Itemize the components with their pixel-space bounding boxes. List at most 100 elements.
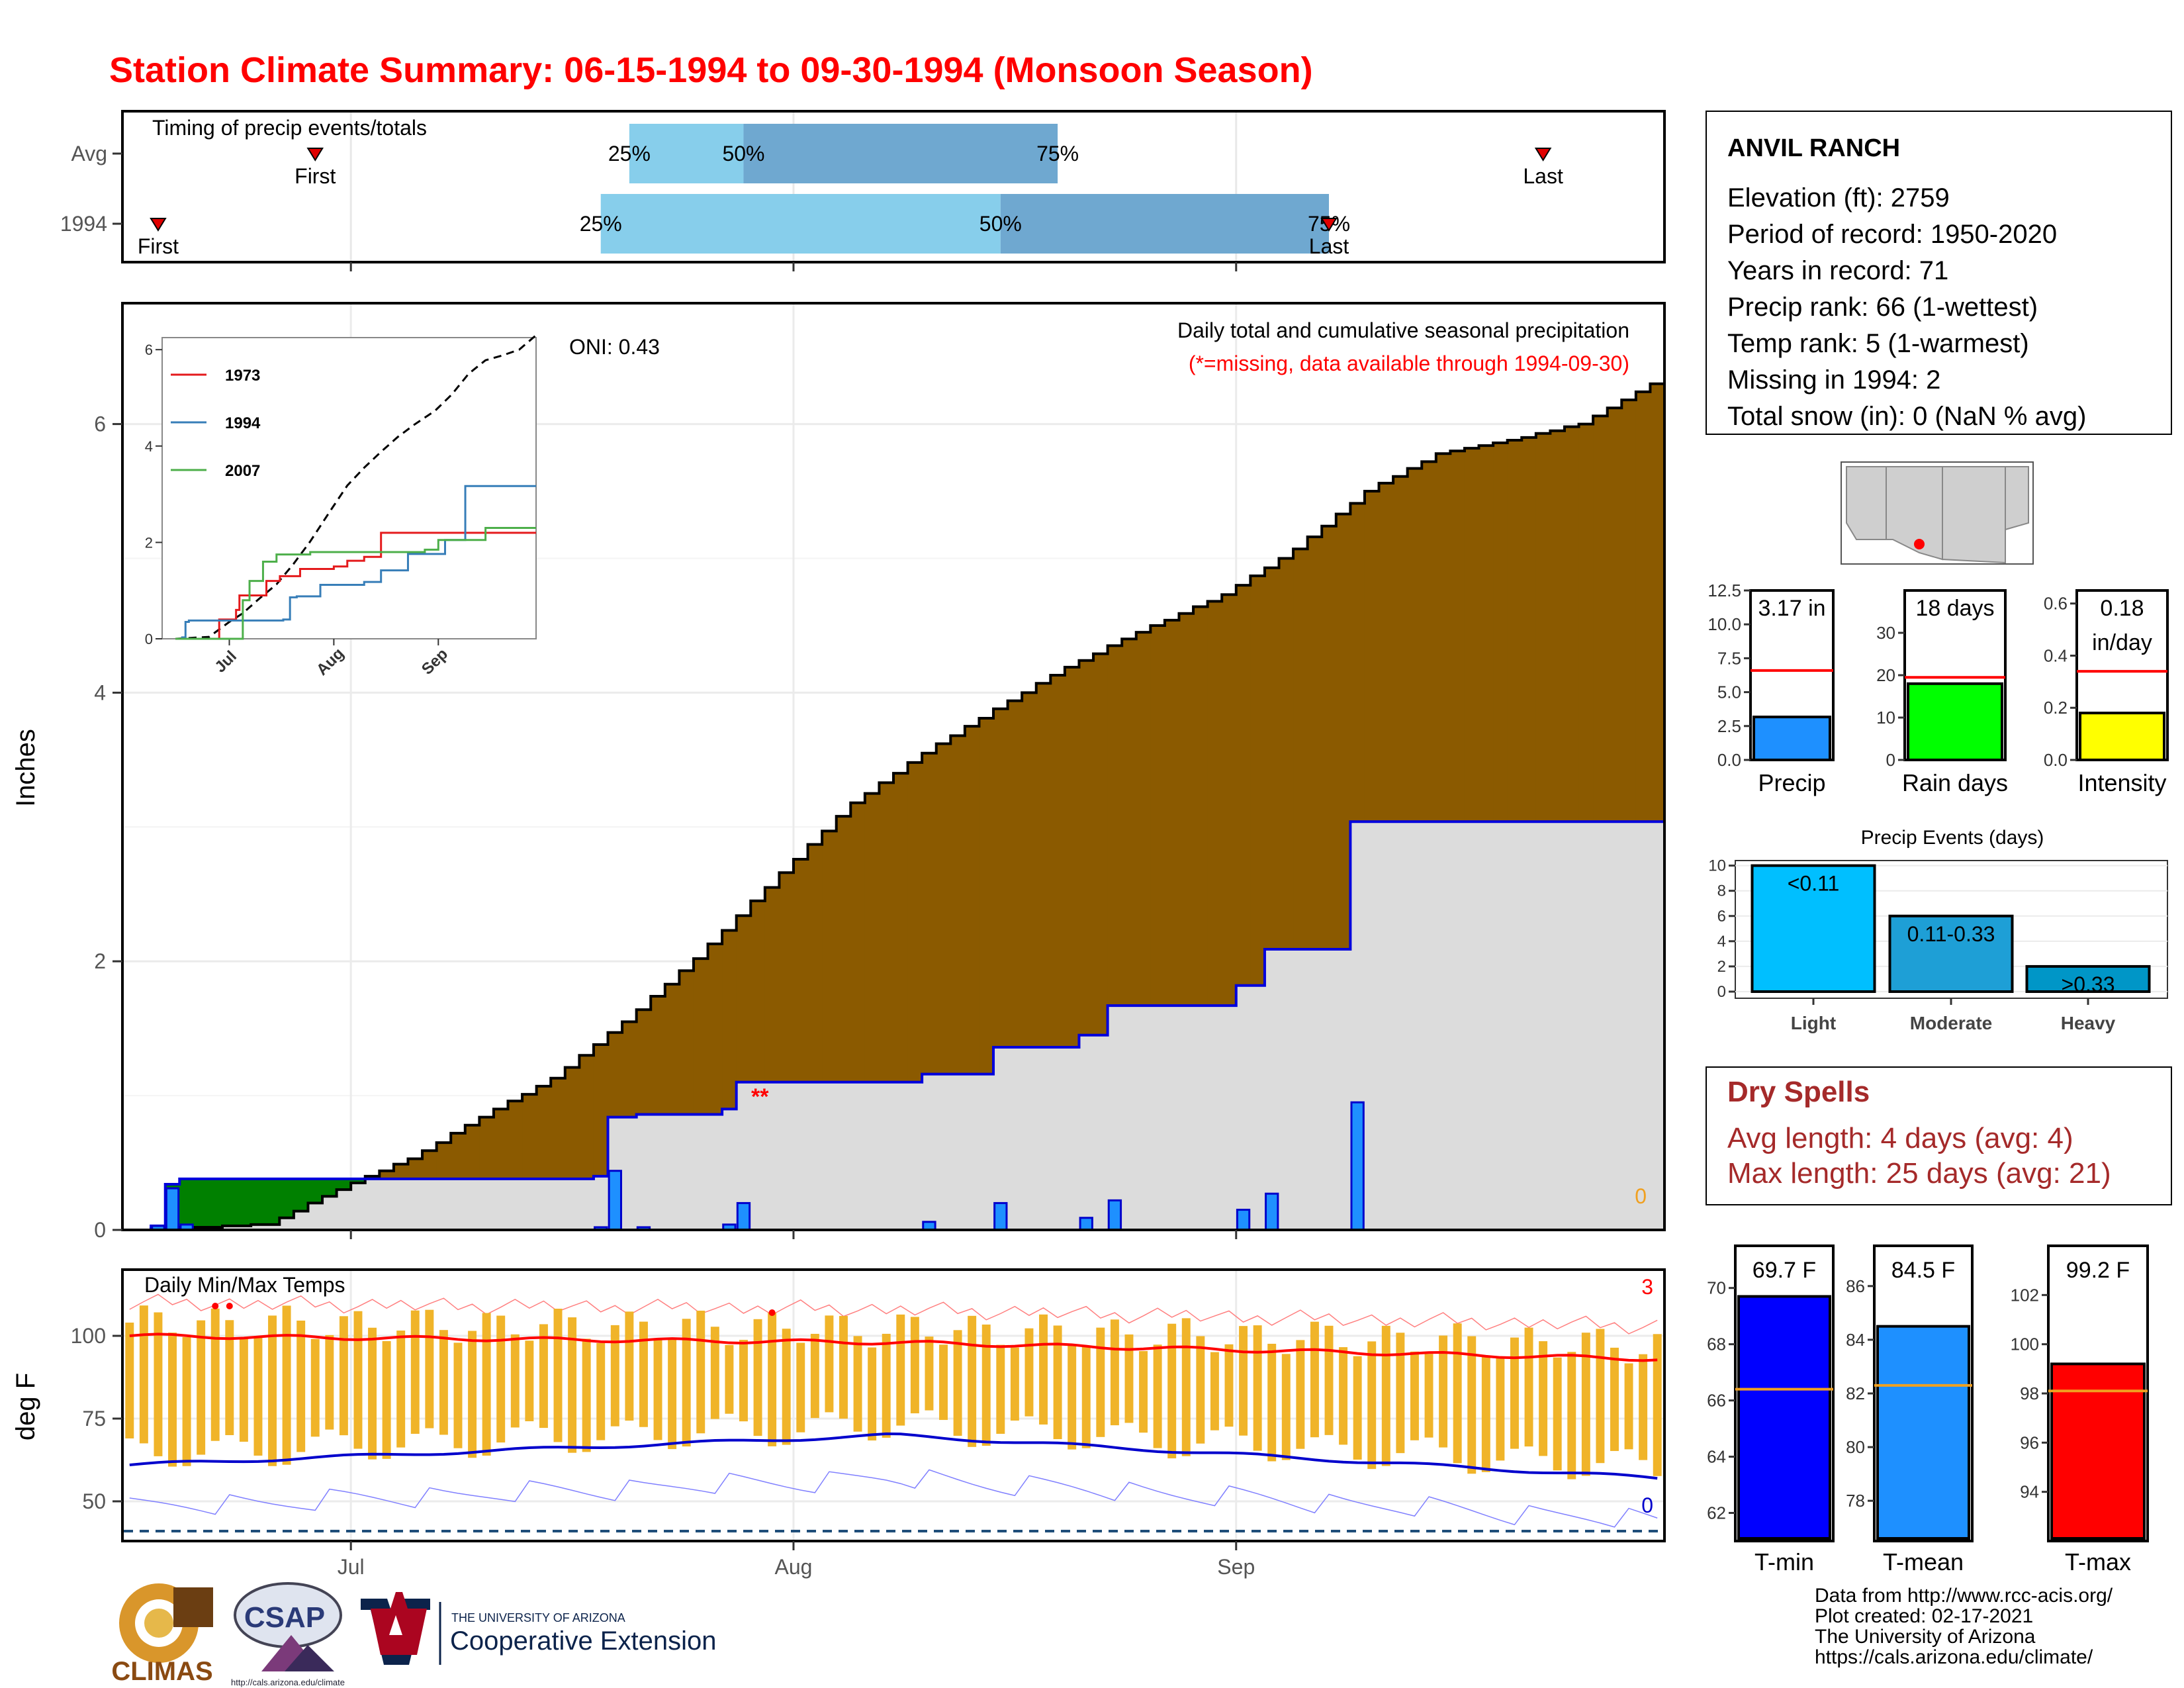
station-info-line: Total snow (in): 0 (NaN % avg) [1727,402,2086,431]
deficit-area [979,718,994,1074]
station-info-line: Period of record: 1950-2020 [1727,220,2057,249]
precip-y-tick: 6 [94,412,106,436]
record-high-line [129,1293,1658,1335]
daily-precip-bar [993,1201,1008,1231]
missing-marker: ** [751,1084,769,1109]
deficit-area [1522,437,1537,822]
deficit-area [907,762,923,1082]
daily-temp-bar [725,1344,734,1414]
daily-temp-bar [1539,1341,1548,1456]
surplus-area [222,1178,238,1226]
deficit-area [822,831,837,1082]
mini-bar-tick: 10.0 [1707,614,1741,634]
temp-bar-tick: 62 [1707,1503,1726,1523]
daily-temp-bar [625,1311,634,1421]
daily-temp-bar [382,1340,391,1459]
footer-line: https://cals.arizona.edu/climate/ [1815,1646,2093,1668]
daily-temp-bar [939,1344,948,1421]
timing-bar-q50-q75 [743,124,1058,183]
daily-temp-bar [882,1333,891,1438]
daily-temp-bar [582,1338,591,1452]
events-y-tick: 6 [1717,908,1726,925]
deficit-area [1635,391,1651,822]
deficit-area [1564,426,1580,822]
temp-panel: 50 75 100 Jul Aug Sep deg F Daily Min/Max Tem… [11,1268,1666,1579]
daily-temp-bar [1524,1327,1533,1447]
inset-y-tick: 0 [145,631,153,647]
location-map [1841,461,2034,565]
timing-bar-q25-q50 [600,194,1001,254]
precip-y-tick: 0 [94,1218,106,1242]
deficit-area [850,802,866,1082]
mini-bar-tick: 5.0 [1717,682,1741,702]
inset-y-tick: 2 [145,534,153,551]
daily-temp-bar [782,1329,791,1445]
mini-bar-tick: 0.2 [2044,698,2068,718]
deficit-area [479,1117,494,1179]
surplus-area [265,1178,280,1225]
deficit-area [1093,653,1109,1035]
daily-temp-bar [239,1338,248,1442]
deficit-area [1279,558,1294,949]
station-info-line: Missing in 1994: 2 [1727,365,1940,395]
daily-temp-bar [1310,1321,1319,1438]
daily-temp-bar [1453,1323,1462,1464]
timing-marker-label: Last [1309,234,1349,258]
dry-spells-box: Dry Spells Avg length: 4 days (avg: 4) M… [1706,1066,2172,1205]
mini-bar-tick: 0.6 [2044,594,2068,614]
temp-bar-value [1737,1295,1831,1540]
temp-bar-chart: 78 80 82 84 86 84.5 F T-mean [1846,1244,1974,1575]
timing-marker [150,218,167,232]
deficit-area [1350,503,1365,822]
deficit-area [1307,537,1322,949]
daily-temp-bar [1610,1347,1619,1451]
precip-legend-title: Daily total and cumulative seasonal prec… [1177,318,1629,342]
deficit-area [779,872,794,1082]
timing-marker [306,148,324,162]
station-info-line: Precip rank: 66 (1-wettest) [1727,293,2038,322]
inset-y-tick: 6 [145,342,153,358]
daily-temp-bar [1081,1345,1091,1448]
daily-temp-bar [1010,1347,1019,1421]
daily-temp-bar [1181,1318,1191,1456]
mini-bar-tick: 12.5 [1707,581,1741,600]
chart-title: Station Climate Summary: 06-15-1994 to 0… [109,50,1313,90]
deficit-area [836,816,851,1082]
daily-temp-bar [896,1314,905,1426]
temp-bar-label: T-max [2065,1548,2131,1575]
daily-temp-bar [796,1342,805,1432]
temp-bar-tick: 100 [2011,1335,2039,1354]
inset-legend-label: 1973 [225,367,260,385]
daily-precip-bar [165,1187,180,1231]
temp-bar-tick: 82 [1846,1383,1865,1403]
svg-text:THE UNIVERSITY OF ARIZONA: THE UNIVERSITY OF ARIZONA [451,1611,625,1624]
temp-count-low: 0 [1641,1493,1653,1517]
temp-y-tick: 75 [82,1407,106,1430]
daily-temp-bar [1281,1354,1291,1460]
dry-spells-title: Dry Spells [1727,1076,1870,1108]
inset-average-line [175,334,537,640]
station-info-line: Elevation (ft): 2759 [1727,183,1950,212]
daily-temp-bar [1624,1363,1633,1450]
temp-bar-tick: 78 [1846,1491,1865,1511]
station-location-marker [1914,539,1925,549]
daily-temp-bar [739,1340,748,1422]
daily-temp-bar [1653,1334,1662,1476]
events-y-tick: 10 [1708,857,1726,875]
surplus-area [322,1178,338,1197]
precip-corner-count: 0 [1635,1184,1647,1208]
deficit-area [1179,613,1194,1006]
daily-temp-bar [1124,1334,1134,1423]
daily-temp-bar [1167,1323,1177,1459]
daily-temp-bar [868,1347,877,1441]
deficit-area [436,1143,451,1179]
timing-marker [1320,218,1338,232]
daily-temp-bar [268,1315,277,1466]
deficit-area [1293,549,1308,949]
deficit-area [1493,443,1508,822]
mini-bar-label: Rain days [1902,769,2008,796]
daily-temp-bar [197,1320,206,1455]
surplus-area [336,1178,351,1190]
daily-temp-bar [310,1338,320,1437]
avg-max-temp-line [129,1333,1658,1362]
